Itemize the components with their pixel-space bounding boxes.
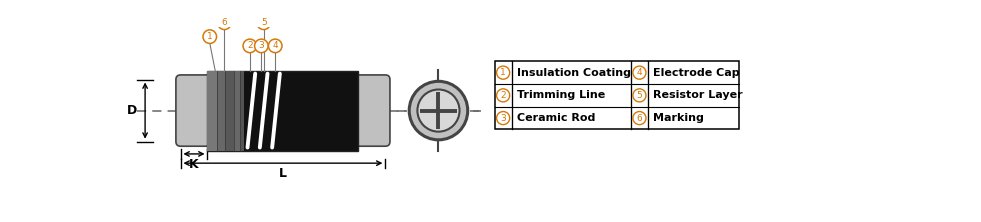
Text: 1: 1	[207, 32, 213, 41]
Text: 6: 6	[222, 18, 228, 27]
Circle shape	[633, 66, 645, 79]
Text: 6: 6	[637, 114, 643, 123]
Circle shape	[496, 66, 510, 79]
Text: 4: 4	[273, 41, 278, 50]
Text: Electrode Cap: Electrode Cap	[653, 68, 740, 78]
FancyBboxPatch shape	[349, 75, 390, 146]
Text: 4: 4	[637, 68, 643, 77]
Text: Trimming Line: Trimming Line	[517, 90, 605, 100]
Text: 5: 5	[261, 18, 267, 27]
Circle shape	[218, 16, 232, 30]
Circle shape	[255, 39, 268, 53]
Circle shape	[203, 30, 217, 44]
Circle shape	[243, 39, 257, 53]
Text: Resistor Layer: Resistor Layer	[653, 90, 743, 100]
Circle shape	[496, 111, 510, 125]
Circle shape	[409, 81, 468, 140]
FancyBboxPatch shape	[207, 71, 358, 151]
Text: 2: 2	[247, 41, 253, 50]
Text: Marking: Marking	[653, 113, 704, 123]
Text: 5: 5	[637, 91, 643, 100]
Text: 3: 3	[500, 114, 506, 123]
Circle shape	[269, 39, 282, 53]
Circle shape	[633, 89, 645, 102]
Bar	[207, 71, 217, 151]
Text: K: K	[189, 158, 199, 171]
Bar	[494, 61, 739, 129]
Bar	[226, 71, 233, 151]
Bar	[239, 71, 244, 151]
Circle shape	[496, 89, 510, 102]
Circle shape	[417, 89, 459, 132]
Text: D: D	[127, 104, 137, 117]
Text: 1: 1	[500, 68, 506, 77]
Text: L: L	[279, 167, 286, 180]
Text: Ceramic Rod: Ceramic Rod	[517, 113, 595, 123]
Text: 3: 3	[258, 41, 264, 50]
Bar	[217, 71, 226, 151]
Text: 2: 2	[500, 91, 506, 100]
Circle shape	[633, 111, 645, 125]
FancyBboxPatch shape	[176, 75, 217, 146]
Circle shape	[257, 16, 271, 30]
Bar	[233, 71, 239, 151]
Text: Insulation Coating: Insulation Coating	[517, 68, 631, 78]
